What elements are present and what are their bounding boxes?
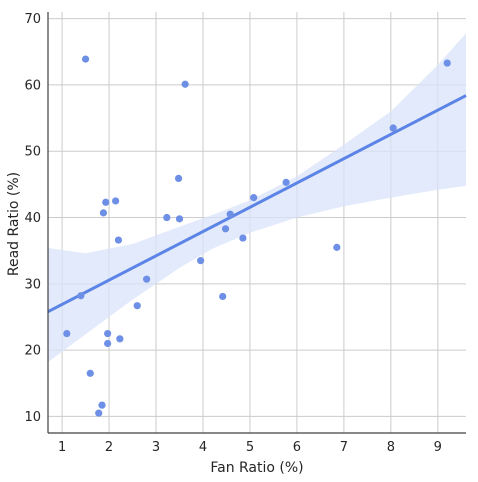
x-tick-label: 3 <box>152 440 160 455</box>
x-tick-label: 6 <box>293 440 301 455</box>
y-tick-label: 10 <box>24 410 41 425</box>
data-point <box>443 59 451 67</box>
data-point <box>98 401 106 409</box>
y-tick-label: 40 <box>24 211 41 226</box>
data-point <box>197 257 205 265</box>
data-point <box>86 369 94 377</box>
x-axis-title: Fan Ratio (%) <box>210 460 303 476</box>
data-point <box>175 215 184 223</box>
data-point <box>221 225 230 233</box>
data-point <box>114 236 123 244</box>
data-point <box>389 124 397 132</box>
data-point <box>174 174 183 183</box>
data-point <box>143 275 151 283</box>
x-tick-labels: 1 2 3 4 5 6 7 8 9 <box>58 440 442 455</box>
y-tick-label: 50 <box>24 145 41 160</box>
x-tick-label: 7 <box>340 440 348 455</box>
data-points <box>63 55 451 417</box>
regression-line <box>47 94 467 314</box>
data-point <box>116 335 124 343</box>
x-tick-label: 1 <box>58 440 66 455</box>
data-point <box>112 197 120 205</box>
x-tick-label: 8 <box>387 440 395 455</box>
y-tick-label: 60 <box>24 78 41 93</box>
data-point <box>219 292 227 301</box>
data-point <box>102 198 110 206</box>
x-tick-label: 4 <box>199 440 207 455</box>
data-point <box>250 194 258 202</box>
y-axis-title: Read Ratio (%) <box>6 172 22 276</box>
x-tick-label: 5 <box>246 440 254 455</box>
data-point <box>333 243 341 251</box>
x-tick-label: 9 <box>434 440 442 455</box>
data-point <box>104 329 112 338</box>
y-tick-label: 20 <box>24 344 41 359</box>
data-point <box>239 234 247 242</box>
data-point <box>63 329 71 338</box>
data-point <box>181 80 189 88</box>
data-point <box>95 409 103 417</box>
data-point <box>282 178 290 186</box>
data-point <box>81 55 90 63</box>
x-tick-label: 2 <box>105 440 113 455</box>
y-tick-label: 70 <box>24 12 41 27</box>
data-point <box>226 210 234 218</box>
data-point <box>133 302 141 310</box>
y-tick-label: 30 <box>24 277 41 292</box>
data-point <box>104 339 112 348</box>
data-point <box>163 213 171 222</box>
data-point <box>99 209 108 217</box>
data-point <box>77 292 85 300</box>
y-tick-labels: 10 20 30 40 50 60 70 <box>24 12 41 425</box>
